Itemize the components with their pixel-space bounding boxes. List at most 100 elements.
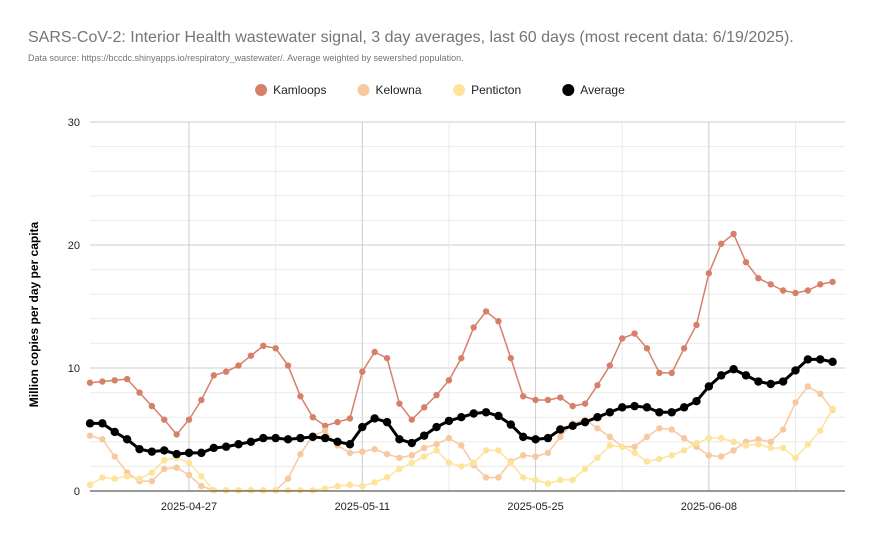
- data-point-penticton: [829, 405, 836, 412]
- data-point-penticton: [458, 463, 465, 470]
- data-point-penticton: [631, 449, 638, 457]
- legend-item-average[interactable]: Average: [562, 83, 625, 97]
- data-point-penticton: [643, 458, 651, 465]
- data-point-average: [506, 420, 516, 429]
- data-point-kamloops: [408, 416, 415, 423]
- data-point-average: [729, 365, 738, 374]
- data-point-penticton: [408, 459, 415, 466]
- data-point-average: [320, 433, 330, 443]
- data-point-kamloops: [507, 354, 515, 362]
- data-point-penticton: [235, 487, 242, 494]
- data-point-kelowna: [383, 450, 391, 458]
- legend-marker: [357, 84, 370, 96]
- y-axis-ticks: 0 10 20 30: [68, 117, 80, 498]
- data-point-kelowna: [161, 465, 168, 473]
- data-point-penticton: [705, 434, 713, 442]
- data-point-kelowna: [433, 441, 440, 448]
- data-point-kamloops: [210, 372, 217, 379]
- series-line-kamloops: [89, 233, 833, 436]
- data-point-kamloops: [755, 275, 762, 282]
- data-point-average: [395, 435, 404, 444]
- data-point-penticton: [557, 476, 564, 484]
- data-point-kamloops: [544, 396, 552, 404]
- series-kamloops: [86, 230, 836, 438]
- data-point-penticton: [779, 444, 787, 452]
- data-point-penticton: [111, 475, 118, 482]
- data-point-average: [791, 366, 800, 375]
- data-point-penticton: [433, 447, 440, 454]
- data-point-kelowna: [359, 448, 366, 455]
- data-point-kamloops: [742, 259, 750, 266]
- data-point-kelowna: [643, 433, 651, 441]
- data-point-penticton: [210, 487, 217, 494]
- data-point-penticton: [594, 454, 601, 461]
- y-tick-label: 10: [68, 363, 80, 375]
- chart-title: SARS-CoV-2: Interior Health wastewater s…: [28, 29, 794, 46]
- legend-label: Kelowna: [376, 83, 422, 97]
- legend-item-penticton[interactable]: Penticton: [453, 83, 521, 97]
- data-point-penticton: [470, 459, 477, 466]
- data-point-average: [333, 437, 342, 446]
- legend-label: Penticton: [471, 83, 521, 97]
- data-point-kelowna: [594, 425, 601, 432]
- data-point-average: [605, 408, 615, 417]
- data-point-penticton: [185, 459, 193, 466]
- data-point-penticton: [668, 452, 675, 459]
- data-point-average: [754, 377, 763, 386]
- data-point-penticton: [656, 455, 663, 463]
- data-point-penticton: [86, 481, 94, 489]
- data-point-average: [481, 408, 491, 417]
- data-point-average: [209, 443, 218, 453]
- data-point-penticton: [334, 482, 341, 490]
- data-point-average: [283, 435, 293, 444]
- data-point-average: [98, 419, 107, 428]
- data-point-kelowna: [792, 399, 799, 406]
- data-point-penticton: [767, 444, 774, 452]
- legend-item-kelowna[interactable]: Kelowna: [357, 83, 422, 97]
- data-point-kamloops: [86, 379, 94, 386]
- data-point-kelowna: [408, 452, 415, 459]
- data-point-kelowna: [321, 427, 329, 434]
- data-point-penticton: [482, 447, 490, 454]
- chart-subtitle: Data source: https://bccdc.shinyapps.io/…: [28, 53, 464, 63]
- data-point-average: [828, 357, 837, 367]
- data-point-average: [407, 438, 416, 448]
- data-point-penticton: [742, 442, 750, 449]
- data-point-penticton: [520, 474, 527, 481]
- data-point-kelowna: [755, 436, 762, 443]
- data-point-kamloops: [383, 354, 391, 362]
- data-point-kamloops: [334, 418, 341, 426]
- data-point-average: [803, 355, 813, 364]
- data-point-kamloops: [420, 404, 428, 411]
- series-average: [85, 355, 837, 459]
- data-point-kamloops: [680, 345, 688, 352]
- data-point-kamloops: [619, 335, 626, 342]
- data-point-average: [692, 397, 701, 406]
- data-point-kelowna: [495, 474, 502, 481]
- data-point-kamloops: [222, 368, 230, 375]
- data-point-average: [259, 433, 268, 443]
- data-point-penticton: [532, 476, 539, 484]
- data-point-average: [444, 416, 454, 426]
- data-point-kelowna: [185, 471, 193, 479]
- data-point-kelowna: [668, 426, 675, 433]
- data-point-kelowna: [557, 433, 564, 441]
- data-point-average: [147, 447, 157, 456]
- data-point-kelowna: [656, 425, 663, 432]
- data-point-average: [345, 440, 355, 449]
- data-point-average: [556, 425, 565, 434]
- data-point-kamloops: [606, 362, 614, 369]
- data-point-average: [717, 371, 726, 380]
- data-point-kamloops: [185, 416, 193, 423]
- data-point-average: [271, 433, 280, 443]
- data-point-kelowna: [297, 450, 304, 458]
- data-point-average: [172, 449, 181, 459]
- data-point-kelowna: [544, 449, 552, 457]
- data-point-kamloops: [396, 400, 403, 407]
- legend-item-kamloops[interactable]: Kamloops: [255, 83, 326, 97]
- data-point-average: [457, 413, 466, 422]
- x-tick-label: 2025-04-27: [161, 501, 217, 513]
- data-point-kamloops: [532, 396, 539, 404]
- data-point-penticton: [297, 487, 304, 494]
- data-point-kamloops: [569, 402, 576, 410]
